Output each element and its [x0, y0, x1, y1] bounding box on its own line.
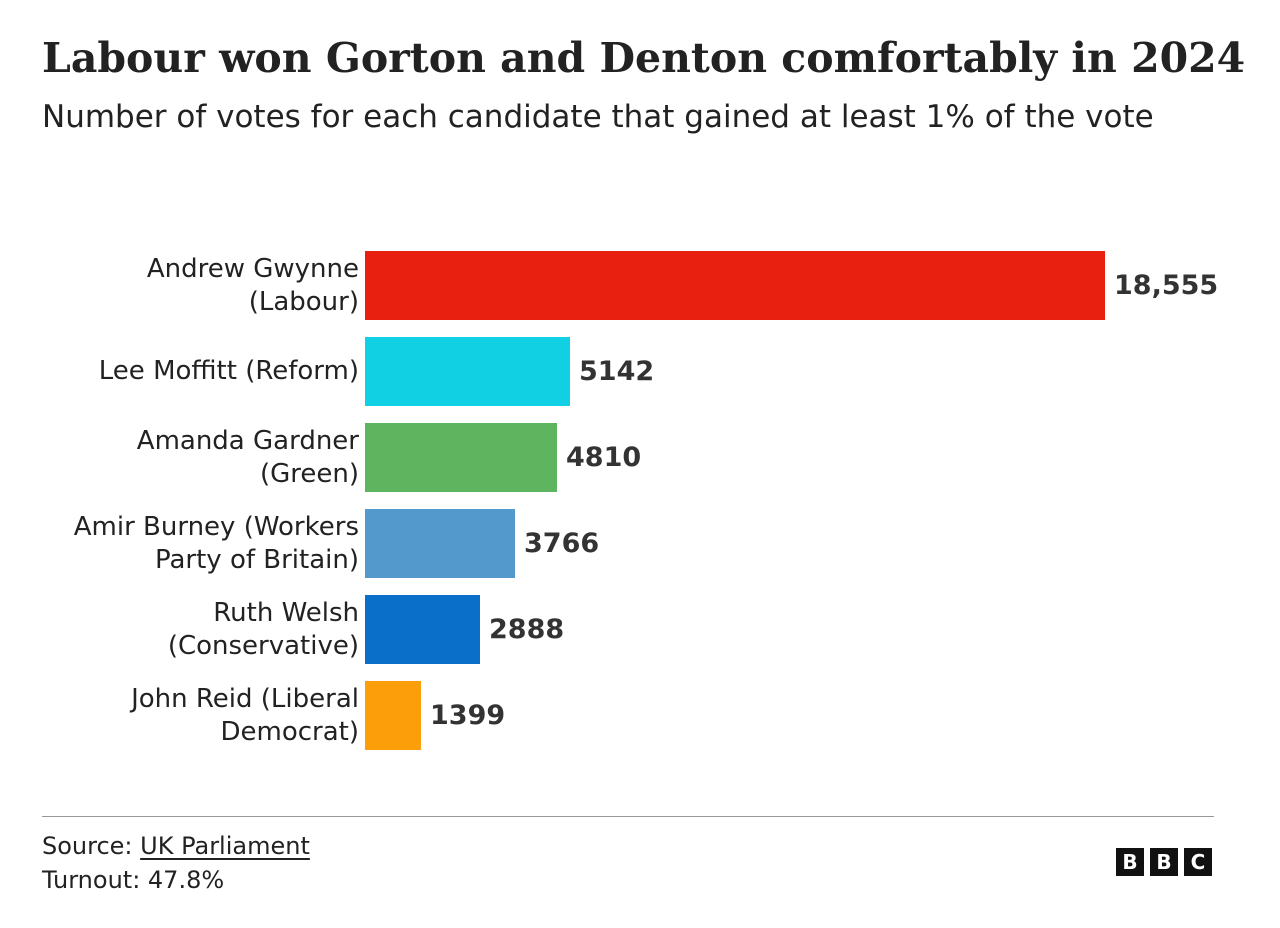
chart-subtitle: Number of votes for each candidate that …	[42, 99, 1154, 135]
value-label: 2888	[489, 613, 565, 645]
value-label: 3766	[524, 527, 600, 559]
bbc-logo-letter: C	[1184, 848, 1212, 876]
category-label-line: (Green)	[259, 458, 359, 489]
category-label: John Reid (Liberal Democrat)	[131, 683, 359, 749]
category-label: Lee Moffitt (Reform)	[99, 355, 359, 388]
bar	[365, 595, 480, 664]
source-line: Source: UK Parliament	[42, 830, 310, 862]
value-label: 18,555	[1114, 269, 1219, 301]
bbc-logo-letter: B	[1150, 848, 1178, 876]
category-label-line: (Conservative)	[167, 630, 359, 661]
category-label: Amir Burney (Workers Party of Britain)	[74, 511, 359, 577]
bbc-logo-letter: B	[1116, 848, 1144, 876]
value-label: 4810	[566, 441, 642, 473]
category-label-line: John Reid (Liberal	[131, 683, 359, 714]
turnout-text: Turnout: 47.8%	[42, 866, 225, 894]
category-label: Amanda Gardner (Green)	[137, 425, 359, 491]
footer-divider	[42, 816, 1214, 817]
category-label-line: Amanda Gardner	[136, 425, 359, 456]
source-prefix: Source:	[42, 832, 141, 860]
source-link[interactable]: UK Parliament	[140, 832, 310, 860]
bar	[365, 509, 515, 578]
category-label-line: Andrew Gwynne	[146, 253, 359, 284]
bar	[365, 251, 1105, 320]
category-label-line: Democrat)	[220, 716, 359, 747]
category-label: Andrew Gwynne (Labour)	[147, 253, 359, 319]
category-label-line: Amir Burney (Workers	[73, 511, 359, 542]
category-label-line: Ruth Welsh	[213, 597, 359, 628]
bar	[365, 423, 557, 492]
category-label: Ruth Welsh (Conservative)	[168, 597, 359, 663]
bbc-logo: B B C	[1116, 848, 1212, 876]
value-label: 1399	[430, 699, 506, 731]
category-label-line: (Labour)	[248, 286, 359, 317]
bar	[365, 337, 570, 406]
bar	[365, 681, 421, 750]
category-label-line: Party of Britain)	[154, 544, 359, 575]
chart-title: Labour won Gorton and Denton comfortably…	[42, 34, 1246, 82]
category-label-line: Lee Moffitt (Reform)	[98, 356, 359, 386]
value-label: 5142	[579, 355, 655, 387]
